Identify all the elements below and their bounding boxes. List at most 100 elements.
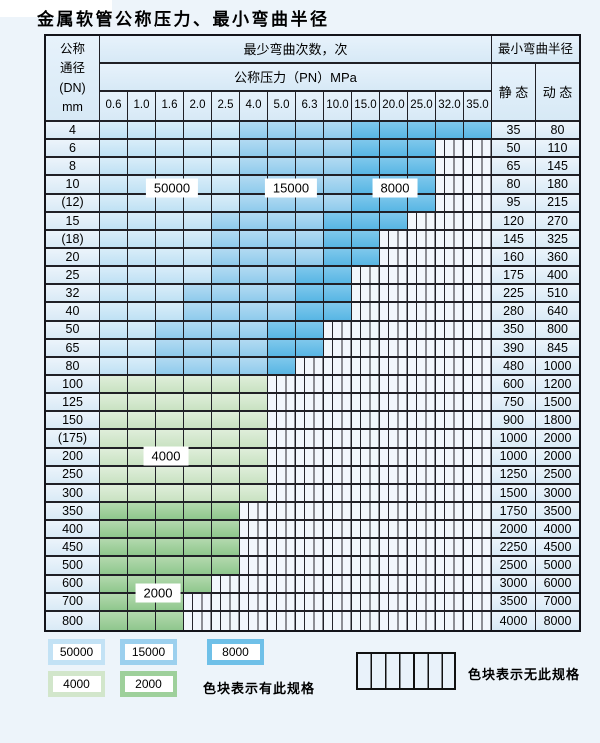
spec-unavailable-cell bbox=[268, 466, 296, 485]
spec-available-cell bbox=[128, 212, 156, 231]
dynamic-radius-cell: 1200 bbox=[536, 375, 579, 395]
dynamic-radius-cell: 360 bbox=[536, 248, 579, 268]
spec-available-cell bbox=[184, 412, 212, 431]
spec-available-cell bbox=[128, 230, 156, 249]
spec-available-cell bbox=[324, 212, 352, 231]
static-radius-cell: 50 bbox=[492, 140, 536, 159]
dn-cell: 500 bbox=[46, 557, 100, 576]
spec-available-cell bbox=[156, 339, 184, 358]
spec-available-cell bbox=[184, 248, 212, 268]
legend-available-note: 色块表示有此规格 bbox=[203, 681, 316, 696]
spec-available-cell bbox=[324, 303, 352, 322]
static-radius-cell: 65 bbox=[492, 158, 536, 177]
spec-available-cell bbox=[408, 122, 436, 141]
legend-label-50000: 50000 bbox=[52, 644, 101, 660]
spec-available-cell bbox=[352, 158, 380, 177]
legend-unavailable-note: 色块表示无此规格 bbox=[468, 667, 581, 682]
spec-available-cell bbox=[240, 303, 268, 322]
spec-available-cell bbox=[128, 430, 156, 449]
spec-available-cell bbox=[184, 539, 212, 558]
spec-unavailable-cell bbox=[464, 212, 492, 231]
spec-unavailable-cell bbox=[268, 611, 296, 630]
static-radius-cell: 95 bbox=[492, 194, 536, 213]
dynamic-radius-cell: 80 bbox=[536, 122, 579, 141]
corner-line-4: mm bbox=[62, 100, 83, 114]
dn-cell: 80 bbox=[46, 357, 100, 376]
spec-available-cell bbox=[352, 212, 380, 231]
spec-available-cell bbox=[156, 122, 184, 141]
spec-unavailable-cell bbox=[324, 412, 352, 431]
spec-unavailable-cell bbox=[380, 539, 408, 558]
spec-unavailable-cell bbox=[380, 575, 408, 594]
spec-available-cell bbox=[212, 557, 240, 576]
spec-unavailable-cell bbox=[352, 285, 380, 304]
dn-cell: (12) bbox=[46, 194, 100, 213]
spec-available-cell bbox=[100, 321, 128, 340]
spec-unavailable-cell bbox=[268, 448, 296, 467]
dynamic-radius-cell: 215 bbox=[536, 194, 579, 213]
spec-unavailable-cell bbox=[464, 539, 492, 558]
legend-block-2000: 2000 bbox=[120, 671, 177, 697]
spec-available-cell bbox=[128, 484, 156, 503]
spec-available-cell bbox=[184, 321, 212, 340]
spec-available-cell bbox=[408, 140, 436, 159]
spec-available-cell bbox=[212, 394, 240, 413]
spec-unavailable-cell bbox=[184, 593, 212, 612]
legend-label-15000: 15000 bbox=[124, 644, 173, 660]
spec-available-cell bbox=[184, 339, 212, 358]
spec-unavailable-cell bbox=[464, 412, 492, 431]
static-radius-cell: 600 bbox=[492, 375, 536, 395]
spec-available-cell bbox=[212, 212, 240, 231]
spec-unavailable-cell bbox=[352, 593, 380, 612]
spec-unavailable-cell bbox=[436, 158, 464, 177]
spec-available-cell bbox=[212, 176, 240, 195]
spec-available-cell bbox=[128, 339, 156, 358]
static-radius-cell: 480 bbox=[492, 357, 536, 376]
legend-label-4000: 4000 bbox=[52, 676, 101, 692]
spec-available-cell bbox=[184, 502, 212, 522]
dynamic-radius-cell: 800 bbox=[536, 321, 579, 340]
dn-cell: 8 bbox=[46, 158, 100, 177]
spec-available-cell bbox=[100, 285, 128, 304]
spec-available-cell bbox=[184, 212, 212, 231]
spec-available-cell bbox=[128, 375, 156, 395]
spec-unavailable-cell bbox=[268, 502, 296, 522]
spec-available-cell bbox=[100, 194, 128, 213]
spec-available-cell bbox=[240, 394, 268, 413]
spec-available-cell bbox=[240, 285, 268, 304]
spec-unavailable-cell bbox=[352, 611, 380, 630]
pressure-col-header: 32.0 bbox=[436, 92, 464, 122]
legend-block-15000: 15000 bbox=[120, 639, 177, 665]
spec-unavailable-cell bbox=[380, 339, 408, 358]
spec-unavailable-cell bbox=[296, 484, 324, 503]
spec-unavailable-cell bbox=[436, 593, 464, 612]
spec-available-cell bbox=[240, 339, 268, 358]
pressure-col-header: 6.3 bbox=[296, 92, 324, 122]
dynamic-radius-cell: 3000 bbox=[536, 484, 579, 503]
spec-unavailable-cell bbox=[380, 267, 408, 286]
page-title: 金属软管公称压力、最小弯曲半径 bbox=[37, 10, 330, 30]
spec-available-cell bbox=[212, 339, 240, 358]
spec-unavailable-cell bbox=[380, 611, 408, 630]
spec-unavailable-cell bbox=[352, 502, 380, 522]
spec-unavailable-cell bbox=[352, 430, 380, 449]
spec-unavailable-cell bbox=[464, 194, 492, 213]
spec-available-cell bbox=[268, 339, 296, 358]
dn-cell: 600 bbox=[46, 575, 100, 594]
spec-available-cell bbox=[324, 140, 352, 159]
spec-available-cell bbox=[156, 230, 184, 249]
spec-available-cell bbox=[212, 484, 240, 503]
spec-unavailable-cell bbox=[352, 412, 380, 431]
spec-unavailable-cell bbox=[352, 321, 380, 340]
spec-unavailable-cell bbox=[296, 357, 324, 376]
spec-unavailable-cell bbox=[352, 521, 380, 540]
spec-unavailable-cell bbox=[464, 502, 492, 522]
static-radius-cell: 1250 bbox=[492, 466, 536, 485]
dynamic-radius-cell: 1800 bbox=[536, 412, 579, 431]
spec-available-cell bbox=[212, 230, 240, 249]
spec-available-cell bbox=[324, 194, 352, 213]
spec-unavailable-cell bbox=[352, 357, 380, 376]
corner-header-dn: 公称 通径 (DN) mm bbox=[46, 36, 100, 122]
min-bend-radius-header: 最小弯曲半径 bbox=[492, 36, 579, 64]
